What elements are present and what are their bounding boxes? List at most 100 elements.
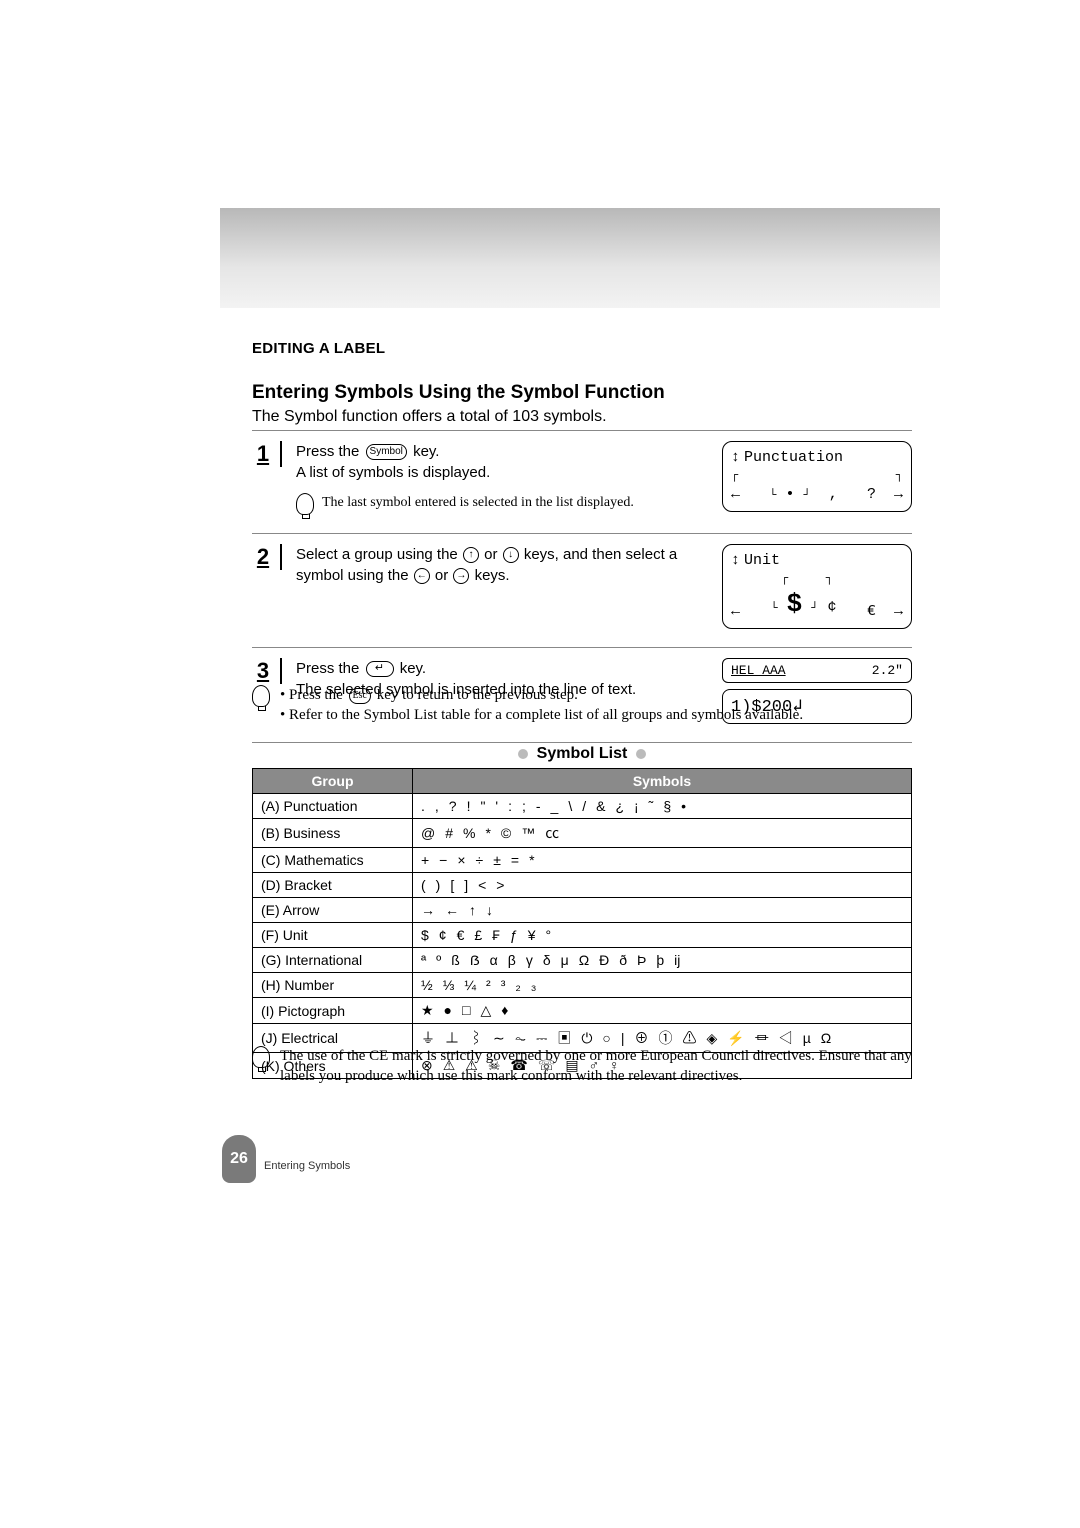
symbols-cell: .,?!"':;-_\/&¿¡˜§•: [413, 794, 912, 819]
lcd-preview-punctuation: Punctuation ┌ ┐ ← └ • ┘ , ?: [722, 441, 912, 512]
note-item: Press the Esc key to return to the previ…: [280, 685, 803, 705]
table-row: (B) Business@#%*©™㏄: [253, 819, 912, 848]
notes-block: Press the Esc key to return to the previ…: [252, 685, 912, 726]
text: or: [484, 546, 502, 563]
step-number: 2: [252, 544, 282, 570]
updown-icon: [731, 551, 740, 571]
group-cell: (G) International: [253, 948, 413, 973]
group-cell: (H) Number: [253, 973, 413, 998]
lcd-seg: ¢: [828, 599, 837, 616]
left-key-icon: ←: [414, 568, 430, 584]
corner-br: ┘: [803, 488, 810, 502]
lcd-status-bar: HEL AAA 2.2": [722, 658, 912, 683]
down-key-icon: ↓: [503, 547, 519, 563]
step-2: 2 Select a group using the ↑ or ↓ keys, …: [252, 533, 912, 647]
ce-note: The use of the CE mark is strictly gover…: [252, 1046, 912, 1087]
group-cell: (A) Punctuation: [253, 794, 413, 819]
tip-text: The last symbol entered is selected in t…: [322, 493, 634, 513]
step-text: Press the Symbol key. A list of symbols …: [296, 441, 708, 515]
bullet-icon: [518, 749, 528, 759]
symbol-table: Group Symbols (A) Punctuation.,?!"':;-_\…: [252, 768, 912, 1079]
tip: The last symbol entered is selected in t…: [296, 493, 708, 515]
col-group: Group: [253, 769, 413, 794]
table-row: (E) Arrow→←↑↓: [253, 898, 912, 923]
lcd-size: 2.2": [872, 663, 903, 678]
lcd-font: HEL AAA: [731, 663, 786, 678]
bullet-icon: [636, 749, 646, 759]
right-arrow-icon: →: [894, 486, 903, 503]
symbols-cell: ½⅓¼²³₂₃: [413, 973, 912, 998]
esc-key-icon: Esc: [349, 688, 371, 704]
group-cell: (D) Bracket: [253, 873, 413, 898]
right-key-icon: →: [453, 568, 469, 584]
text: Press the: [296, 660, 364, 677]
corner-br: ┘: [811, 601, 818, 615]
symbols-cell: @#%*©™㏄: [413, 819, 912, 848]
text: key.: [400, 660, 426, 677]
symbols-cell: ★●□△♦: [413, 998, 912, 1024]
group-cell: (F) Unit: [253, 923, 413, 948]
lcd-title: Unit: [744, 551, 780, 571]
step-number: 3: [252, 658, 282, 684]
updown-icon: [731, 448, 740, 468]
table-row: (H) Number½⅓¼²³₂₃: [253, 973, 912, 998]
page-title: Entering Symbols Using the Symbol Functi…: [252, 382, 665, 404]
right-arrow-icon: →: [894, 603, 903, 620]
lcd-big-symbol: $: [787, 589, 803, 619]
header-gradient-bar: [220, 208, 940, 308]
corner-tl: ┌: [731, 468, 738, 484]
text: Select a group using the: [296, 546, 462, 563]
group-cell: (C) Mathematics: [253, 848, 413, 873]
text: keys.: [475, 567, 510, 584]
text: Press the: [296, 443, 364, 460]
lcd-title: Punctuation: [744, 448, 843, 468]
table-row: (D) Bracket()[]<>: [253, 873, 912, 898]
corner-bl: └: [770, 601, 777, 615]
bulb-icon: [296, 493, 314, 515]
text: Press the: [289, 687, 347, 703]
text: A list of symbols is displayed.: [296, 464, 490, 481]
text: key to return to the previous step.: [377, 687, 578, 703]
symbols-cell: ªºßẞαβγδμΩÐðÞþĳ: [413, 948, 912, 973]
table-row: (C) Mathematics+−×÷±=*: [253, 848, 912, 873]
symbols-cell: →←↑↓: [413, 898, 912, 923]
enter-key-icon: ↵: [366, 661, 394, 677]
symbols-cell: +−×÷±=*: [413, 848, 912, 873]
lcd-preview-unit: Unit ┌ ┐ ← └ $ ┘ ¢ € →: [722, 544, 912, 629]
symbol-list-heading: Symbol List: [252, 745, 912, 763]
note-item: Refer to the Symbol List table for a com…: [280, 705, 803, 725]
corner-tl: ┌: [781, 571, 788, 587]
up-key-icon: ↑: [463, 547, 479, 563]
lcd-seg: ,: [829, 486, 838, 503]
table-row: (G) InternationalªºßẞαβγδμΩÐðÞþĳ: [253, 948, 912, 973]
group-cell: (I) Pictograph: [253, 998, 413, 1024]
page-number-badge: 26: [222, 1135, 256, 1183]
text: or: [435, 567, 453, 584]
col-symbols: Symbols: [413, 769, 912, 794]
section-label: EDITING A LABEL: [252, 340, 385, 357]
heading-text: Symbol List: [537, 745, 628, 762]
step-1: 1 Press the Symbol key. A list of symbol…: [252, 430, 912, 533]
bulb-icon: [252, 1046, 270, 1068]
bulb-icon: [252, 685, 270, 707]
symbol-key-icon: Symbol: [366, 444, 407, 460]
footer-text: Entering Symbols: [264, 1160, 350, 1172]
step-number: 1: [252, 441, 282, 467]
corner-tr: ┐: [826, 571, 833, 587]
left-arrow-icon: ←: [731, 602, 740, 622]
lcd-seg: •: [785, 486, 794, 503]
symbols-cell: ()[]<>: [413, 873, 912, 898]
dotted-rule: • • • • • • • • • • • • • • • • • • • • …: [252, 360, 912, 366]
intro-text: The Symbol function offers a total of 10…: [252, 408, 607, 426]
table-row: (F) Unit$¢€£₣ƒ¥°: [253, 923, 912, 948]
lcd-seg: €: [867, 603, 876, 620]
symbols-cell: $¢€£₣ƒ¥°: [413, 923, 912, 948]
group-cell: (B) Business: [253, 819, 413, 848]
group-cell: (E) Arrow: [253, 898, 413, 923]
step-text: Select a group using the ↑ or ↓ keys, an…: [296, 544, 708, 586]
left-arrow-icon: ←: [731, 485, 740, 505]
table-row: (I) Pictograph★●□△♦: [253, 998, 912, 1024]
table-row: (A) Punctuation.,?!"':;-_\/&¿¡˜§•: [253, 794, 912, 819]
text: key.: [413, 443, 439, 460]
corner-tr: ┐: [896, 468, 903, 484]
